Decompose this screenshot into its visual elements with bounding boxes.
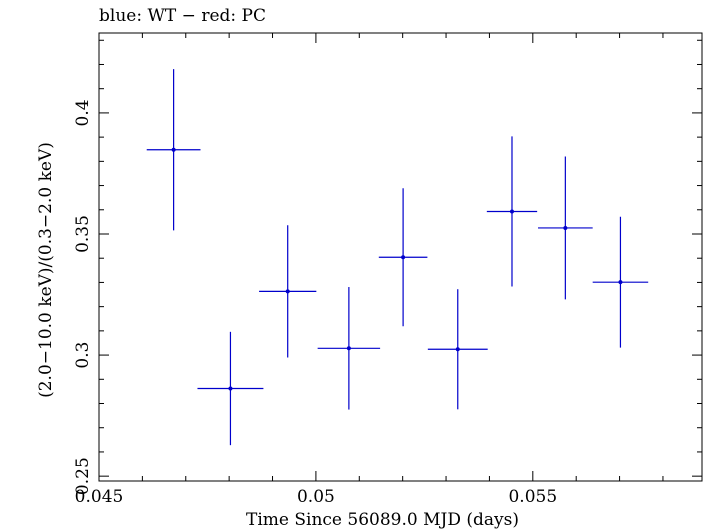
data-marks — [146, 69, 649, 446]
data-point — [346, 346, 351, 351]
data-point — [285, 289, 290, 294]
x-tick-label: 0.055 — [508, 487, 557, 507]
data-point — [455, 347, 460, 352]
y-tick-label: 0.25 — [73, 457, 93, 495]
data-point — [618, 280, 623, 285]
x-tick-label: 0.05 — [297, 487, 335, 507]
axis-tick-labels: 0.045 0.05 0.055 0.25 0.3 0.35 0.4 — [73, 99, 557, 507]
y-tick-label: 0.35 — [73, 215, 93, 253]
data-point — [563, 225, 568, 230]
data-point — [228, 386, 233, 391]
y-axis-label: (2.0−10.0 keV)/(0.3−2.0 keV) — [36, 142, 56, 398]
chart-title: blue: WT − red: PC — [99, 6, 266, 26]
x-axis-label: Time Since 56089.0 MJD (days) — [246, 510, 519, 530]
plot-frame — [98, 32, 703, 482]
y-tick-label: 0.4 — [73, 99, 93, 126]
data-point — [509, 209, 514, 214]
data-point — [171, 147, 176, 152]
x-tick-label: 0.045 — [75, 487, 124, 507]
y-tick-label: 0.3 — [73, 342, 93, 369]
axis-ticks — [98, 33, 702, 481]
data-point — [401, 255, 406, 260]
